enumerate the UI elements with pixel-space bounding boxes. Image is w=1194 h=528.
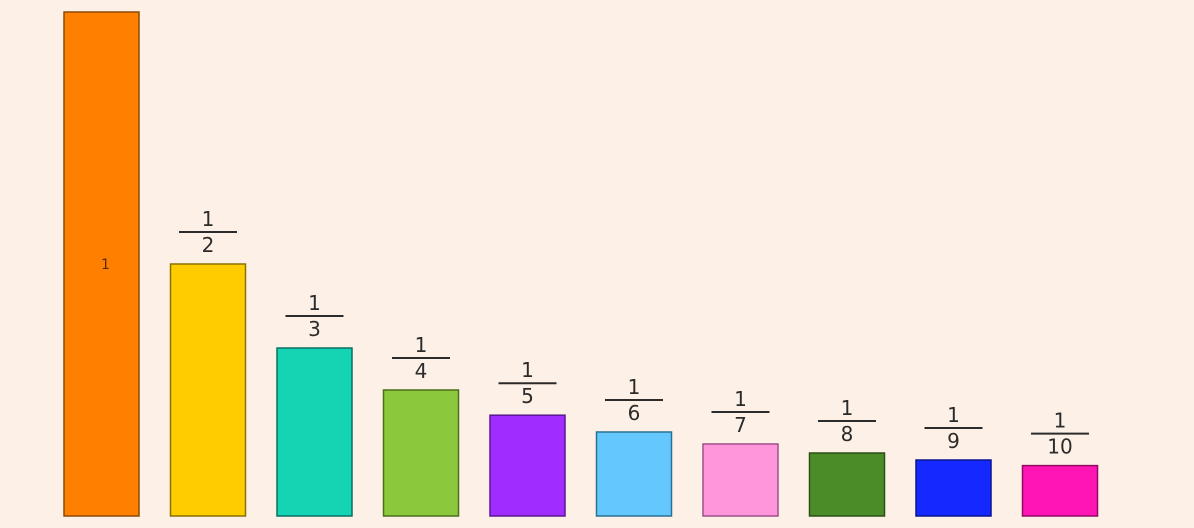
bar-1-over-3 (276, 347, 353, 517)
fraction-numerator: 1 (415, 333, 428, 357)
fraction-denominator: 9 (947, 429, 960, 453)
fraction-numerator: 1 (308, 291, 321, 315)
bar-1-over-9 (915, 459, 992, 517)
fraction-label: 17 (711, 387, 770, 437)
bar-1-over-7 (702, 443, 779, 517)
fraction-numerator: 1 (947, 403, 960, 427)
bar-1-over-4 (382, 389, 460, 517)
bar-inside-label: 1 (101, 257, 110, 273)
fraction-denominator: 4 (415, 359, 428, 383)
fraction-label: 18 (818, 396, 876, 446)
fraction-numerator: 1 (521, 358, 534, 382)
fraction-label: 14 (392, 333, 450, 383)
bar-1 (63, 11, 140, 517)
fraction-label: 15 (498, 358, 557, 408)
fraction-label: 16 (605, 375, 663, 425)
bar-1-over-6 (595, 431, 673, 517)
fraction-denominator: 5 (521, 384, 534, 408)
fraction-denominator: 7 (734, 413, 747, 437)
bar-1-over-5 (489, 414, 566, 517)
bars-group (63, 11, 1099, 517)
bar-1-over-8 (808, 452, 886, 517)
fraction-label: 13 (285, 291, 344, 341)
bar-1-over-10 (1021, 464, 1099, 517)
fraction-denominator: 3 (308, 317, 321, 341)
fraction-numerator: 1 (841, 396, 854, 420)
fraction-denominator: 10 (1047, 435, 1072, 459)
fraction-denominator: 8 (841, 422, 854, 446)
fraction-numerator: 1 (202, 207, 215, 231)
fraction-denominator: 6 (628, 401, 641, 425)
fraction-numerator: 1 (734, 387, 747, 411)
fraction-numerator: 1 (628, 375, 641, 399)
fraction-numerator: 1 (1054, 409, 1067, 433)
fraction-label: 110 (1031, 409, 1089, 459)
fraction-denominator: 2 (202, 233, 215, 257)
fraction-label: 19 (924, 403, 983, 453)
fraction-label: 12 (179, 207, 237, 257)
bar-1-over-2 (169, 263, 247, 517)
